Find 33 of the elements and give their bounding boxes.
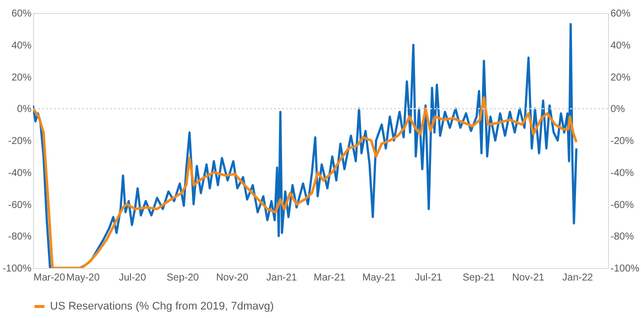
- line-series: [33, 23, 578, 268]
- y2-tick-label: -40%: [610, 168, 634, 179]
- y-tick-label: -40%: [8, 168, 32, 179]
- y-tick-label: 20%: [11, 72, 32, 84]
- x-tick-label: Nov-20: [216, 272, 249, 284]
- y2-tick-label: 20%: [610, 72, 631, 84]
- y-tick-label: -100%: [2, 264, 32, 274]
- x-tick-label: Mar-20: [34, 272, 66, 284]
- y2-tick-label: -60%: [610, 200, 634, 211]
- x-tick-label: Jan-21: [266, 272, 298, 284]
- y-tick-label: 40%: [11, 40, 32, 52]
- x-tick-label: Nov-21: [512, 272, 545, 284]
- y2-tick-label: 60%: [610, 8, 631, 20]
- x-tick-label: Jan-22: [562, 272, 594, 284]
- y2-tick-label: -100%: [610, 264, 640, 274]
- y-tick-label: 60%: [11, 8, 32, 20]
- y-tick-label: -60%: [8, 200, 32, 211]
- y-tick-label: -20%: [8, 136, 32, 147]
- y-tick-label: 0%: [17, 104, 32, 116]
- x-tick-label: Jul-21: [414, 272, 443, 284]
- line-series: [33, 96, 578, 268]
- legend-label: US Reservations (% Chg from 2019, 7dmavg): [50, 300, 274, 312]
- x-tick-label: Mar-21: [314, 272, 346, 284]
- y2-tick-label: -20%: [610, 136, 634, 147]
- y-tick-label: -80%: [8, 232, 32, 243]
- y2-tick-label: 40%: [610, 40, 631, 52]
- x-tick-label: Sep-21: [462, 272, 496, 284]
- x-tick-label: Sep-20: [166, 272, 200, 284]
- x-tick-label: Jul-20: [118, 272, 146, 284]
- x-tick-label: May-20: [66, 272, 100, 284]
- y2-tick-label: 0%: [610, 104, 626, 116]
- x-tick-label: May-21: [362, 272, 396, 284]
- y2-tick-label: -80%: [610, 232, 634, 243]
